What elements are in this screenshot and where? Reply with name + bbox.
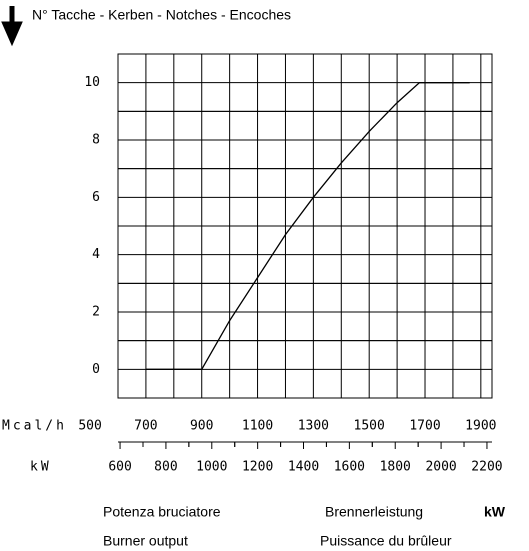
caption: Burner output [103,533,188,549]
x2-tick-label: 600 [108,460,131,475]
caption: Brennerleistung [325,504,423,520]
data-line [145,82,470,370]
x2-axis-label: kW [30,460,52,475]
y-tick-label: 0 [92,362,100,377]
x-tick-label: 1500 [354,419,385,434]
caption-unit: kW [484,504,506,520]
x-tick-label: 1700 [409,419,440,434]
x-tick-label: 1300 [298,419,329,434]
x-tick-label: 1900 [465,419,496,434]
x-axis-label: Mcal/h [2,419,67,434]
x-tick-label: 1100 [242,419,273,434]
x-tick-label: 700 [134,419,157,434]
caption: Potenza bruciatore [103,504,221,520]
y-tick-label: 4 [92,247,100,262]
chart-title: N° Tacche - Kerben - Notches - Encoches [32,7,291,23]
x2-tick-label: 800 [154,460,177,475]
x2-tick-label: 2200 [471,460,502,475]
y-tick-label: 10 [84,75,100,90]
x-tick-label: 900 [190,419,213,434]
y-tick-label: 2 [92,305,100,320]
x2-tick-label: 1800 [380,460,411,475]
x2-tick-label: 1000 [196,460,227,475]
y-tick-label: 6 [92,190,100,205]
x2-tick-label: 1400 [288,460,319,475]
x2-tick-label: 1200 [242,460,273,475]
x2-tick-label: 1600 [334,460,365,475]
caption: Puissance du brûleur [320,533,452,549]
x-tick-label: 500 [78,419,101,434]
y-tick-label: 8 [92,133,100,148]
x2-tick-label: 2000 [425,460,456,475]
down-arrow [1,6,23,47]
